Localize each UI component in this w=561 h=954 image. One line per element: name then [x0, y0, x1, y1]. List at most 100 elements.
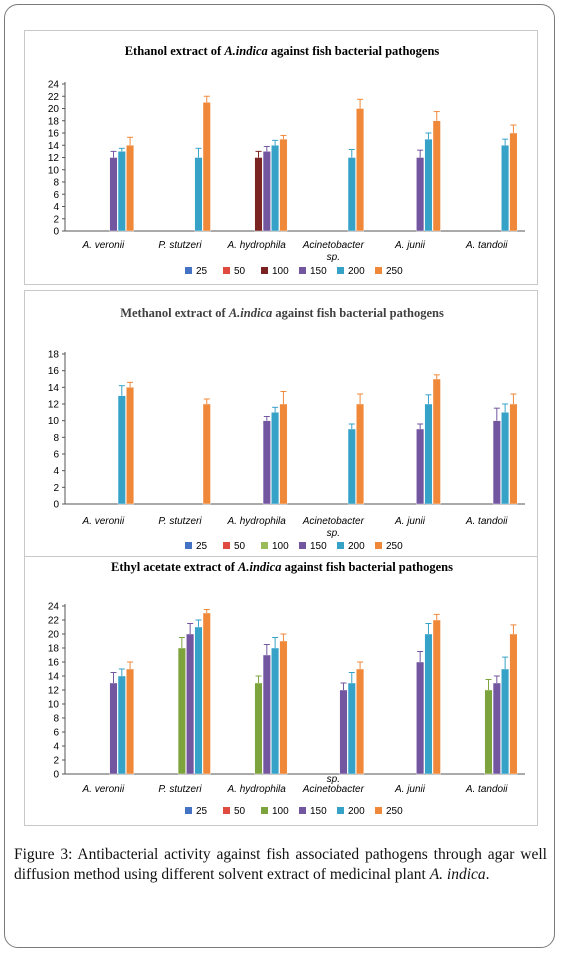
y-tick-label: 12: [48, 153, 60, 164]
caption-label: Figure 3:: [14, 846, 73, 863]
bar: [356, 108, 365, 232]
legend-swatch: [299, 542, 306, 549]
y-tick-label: 6: [53, 450, 59, 461]
bar: [432, 378, 441, 505]
y-tick-label: 2: [53, 214, 59, 225]
bar: [109, 682, 118, 775]
x-category-label-line2: sp.: [327, 252, 340, 263]
legend-label: 250: [386, 806, 403, 817]
bar: [262, 420, 271, 505]
y-tick-label: 12: [48, 400, 60, 411]
bar: [416, 661, 425, 775]
x-category-label: P. stutzeri: [158, 516, 202, 527]
legend-swatch: [223, 542, 230, 549]
y-tick-label: 10: [48, 416, 60, 427]
bar: [117, 675, 126, 775]
bar: [194, 626, 203, 775]
x-category-label: A. hydrophila: [226, 516, 286, 527]
bar: [501, 145, 510, 232]
bar: [339, 689, 348, 775]
chart-title-species: A.indica: [228, 306, 272, 320]
bar: [501, 668, 510, 775]
legend-label: 150: [310, 541, 327, 552]
chart-title-suffix: against fish bacterial pathogens: [272, 306, 444, 320]
y-tick-label: 6: [53, 190, 59, 201]
legend-label: 25: [196, 541, 208, 552]
bar: [279, 403, 288, 505]
bar: [109, 157, 118, 232]
bar: [424, 403, 433, 505]
legend-swatch: [337, 267, 344, 274]
x-category-label: A. veronii: [81, 240, 124, 251]
legend-label: 25: [196, 266, 208, 277]
chart-title-prefix: Methanol extract of: [120, 306, 229, 320]
chart-title-prefix: Ethyl acetate extract of: [111, 560, 238, 574]
bar: [279, 138, 288, 232]
y-tick-label: 8: [53, 178, 59, 189]
bar: [117, 151, 126, 232]
x-category-label: A. hydrophila: [226, 784, 286, 795]
y-tick-label: 10: [48, 165, 60, 176]
chart-title: Ethanol extract of A.indica against fish…: [125, 44, 440, 58]
bar: [262, 151, 271, 232]
chart-title: Methanol extract of A.indica against fis…: [120, 306, 444, 320]
legend-label: 50: [234, 266, 246, 277]
y-tick-label: 22: [48, 92, 60, 103]
bar: [347, 157, 356, 232]
bar: [271, 647, 280, 775]
legend-label: 100: [272, 541, 289, 552]
y-tick-label: 14: [48, 141, 60, 152]
caption-text: Antibacterial activity against fish asso…: [14, 846, 547, 883]
legend-swatch: [185, 542, 192, 549]
chart-title-suffix: against fish bacterial pathogens: [281, 560, 453, 574]
bar: [262, 654, 271, 775]
caption-species: A. indica: [429, 866, 486, 883]
bar: [509, 132, 518, 232]
bar: [271, 412, 280, 505]
y-tick-label: 16: [48, 366, 60, 377]
y-tick-label: 14: [48, 383, 60, 394]
legend-label: 200: [348, 541, 365, 552]
bar: [202, 403, 211, 505]
legend-label: 200: [348, 266, 365, 277]
y-tick-label: 0: [53, 227, 59, 238]
y-tick-label: 14: [48, 672, 60, 683]
legend-label: 150: [310, 266, 327, 277]
y-tick-label: 0: [53, 500, 59, 511]
bar: [347, 428, 356, 505]
y-tick-label: 18: [48, 644, 60, 655]
bar: [194, 157, 203, 232]
legend-swatch: [261, 267, 268, 274]
y-tick-label: 0: [53, 770, 59, 781]
legend-label: 200: [348, 806, 365, 817]
bar: [254, 682, 263, 775]
y-tick-label: 24: [48, 80, 60, 91]
bar: [186, 633, 195, 775]
y-tick-label: 8: [53, 433, 59, 444]
chart-title-suffix: against fish bacterial pathogens: [268, 44, 440, 58]
legend-swatch: [337, 807, 344, 814]
figure-frame: [4, 4, 555, 948]
legend-swatch: [375, 542, 382, 549]
bar: [279, 640, 288, 775]
bar: [126, 387, 135, 505]
y-tick-label: 4: [53, 202, 59, 213]
y-tick-label: 22: [48, 616, 60, 627]
x-category-label: P. stutzeri: [158, 240, 202, 251]
methanol-chart: Methanol extract of A.indica against fis…: [48, 306, 525, 552]
bar: [492, 420, 501, 505]
y-tick-label: 12: [48, 686, 60, 697]
bar: [416, 428, 425, 505]
legend-label: 100: [272, 806, 289, 817]
bar: [509, 633, 518, 775]
methanol-chart-panel: Methanol extract of A.indica against fis…: [24, 290, 538, 558]
bar: [347, 682, 356, 775]
legend-swatch: [261, 807, 268, 814]
bar: [509, 403, 518, 505]
y-tick-label: 10: [48, 700, 60, 711]
y-tick-label: 24: [48, 602, 60, 613]
bar: [424, 138, 433, 232]
legend-swatch: [299, 807, 306, 814]
x-category-label: Acinetobacter: [302, 240, 365, 251]
bar: [254, 157, 263, 232]
